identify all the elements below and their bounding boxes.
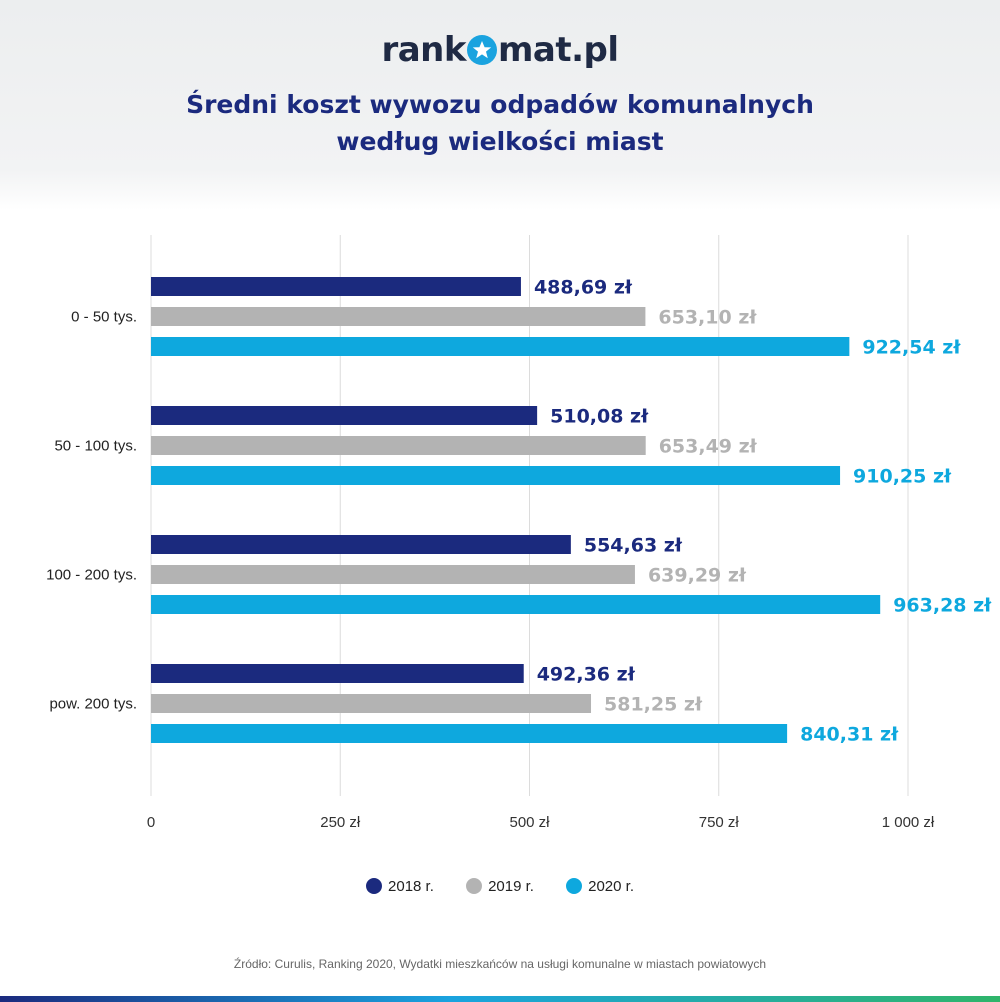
data-label: 910,25 zł xyxy=(853,466,952,488)
brand-logo: rank mat.pl xyxy=(0,30,1000,70)
data-label: 653,10 zł xyxy=(658,307,757,329)
chart-legend: 2018 r. 2019 r. 2020 r. xyxy=(0,878,1000,895)
category-label: pow. 200 tys. xyxy=(49,696,137,713)
legend-dot-2019 xyxy=(466,878,483,894)
legend-dot-2020 xyxy=(566,878,583,894)
category-label: 0 - 50 tys. xyxy=(71,309,137,326)
bar xyxy=(151,694,592,713)
x-tick-label: 500 zł xyxy=(509,814,550,831)
source-note: Źródło: Curulis, Ranking 2020, Wydatki m… xyxy=(233,957,767,971)
legend-dot-2018 xyxy=(366,878,383,894)
chart-title-line-1: Średni koszt wywozu odpadów komunalnych xyxy=(186,90,814,119)
bar xyxy=(151,664,524,683)
legend-label-2020: 2020 r. xyxy=(588,878,634,895)
bar xyxy=(151,337,850,356)
legend-item-2018: 2018 r. xyxy=(366,878,434,895)
legend-label-2018: 2018 r. xyxy=(388,878,434,895)
data-label: 488,69 zł xyxy=(534,277,633,299)
legend-item-2019: 2019 r. xyxy=(466,878,534,895)
x-tick-label: 750 zł xyxy=(699,814,740,831)
category-label: 100 - 200 tys. xyxy=(46,567,137,584)
bar xyxy=(151,466,841,485)
bar xyxy=(151,307,646,326)
chart-title-line-2: według wielkości miast xyxy=(336,127,664,156)
bar xyxy=(151,436,646,455)
bar xyxy=(151,724,788,743)
legend-item-2020: 2020 r. xyxy=(566,878,634,895)
data-label: 554,63 zł xyxy=(584,535,683,557)
bar xyxy=(151,595,881,614)
legend-label-2019: 2019 r. xyxy=(488,878,534,895)
data-label: 492,36 zł xyxy=(537,664,636,686)
bottom-gradient-bar xyxy=(0,996,1000,1002)
category-label: 50 - 100 tys. xyxy=(54,438,137,455)
star-icon xyxy=(466,35,497,65)
x-tick-label: 250 zł xyxy=(320,814,361,831)
data-label: 581,25 zł xyxy=(604,694,703,716)
bar xyxy=(151,535,571,554)
data-label: 639,29 zł xyxy=(648,565,747,587)
logo-text-left: rank xyxy=(381,30,466,70)
data-label: 653,49 zł xyxy=(659,436,758,458)
data-label: 922,54 zł xyxy=(862,337,961,359)
x-tick-label: 0 xyxy=(147,814,155,831)
data-label: 510,08 zł xyxy=(550,406,649,428)
logo-text-right: mat.pl xyxy=(497,30,619,70)
chart-title: Średni koszt wywozu odpadów komunalnych … xyxy=(0,86,1000,160)
x-tick-label: 1 000 zł xyxy=(882,814,935,831)
data-label: 963,28 zł xyxy=(893,595,992,617)
data-label: 840,31 zł xyxy=(800,724,899,746)
bar xyxy=(151,565,635,584)
bar xyxy=(151,277,521,296)
bar xyxy=(151,406,538,425)
